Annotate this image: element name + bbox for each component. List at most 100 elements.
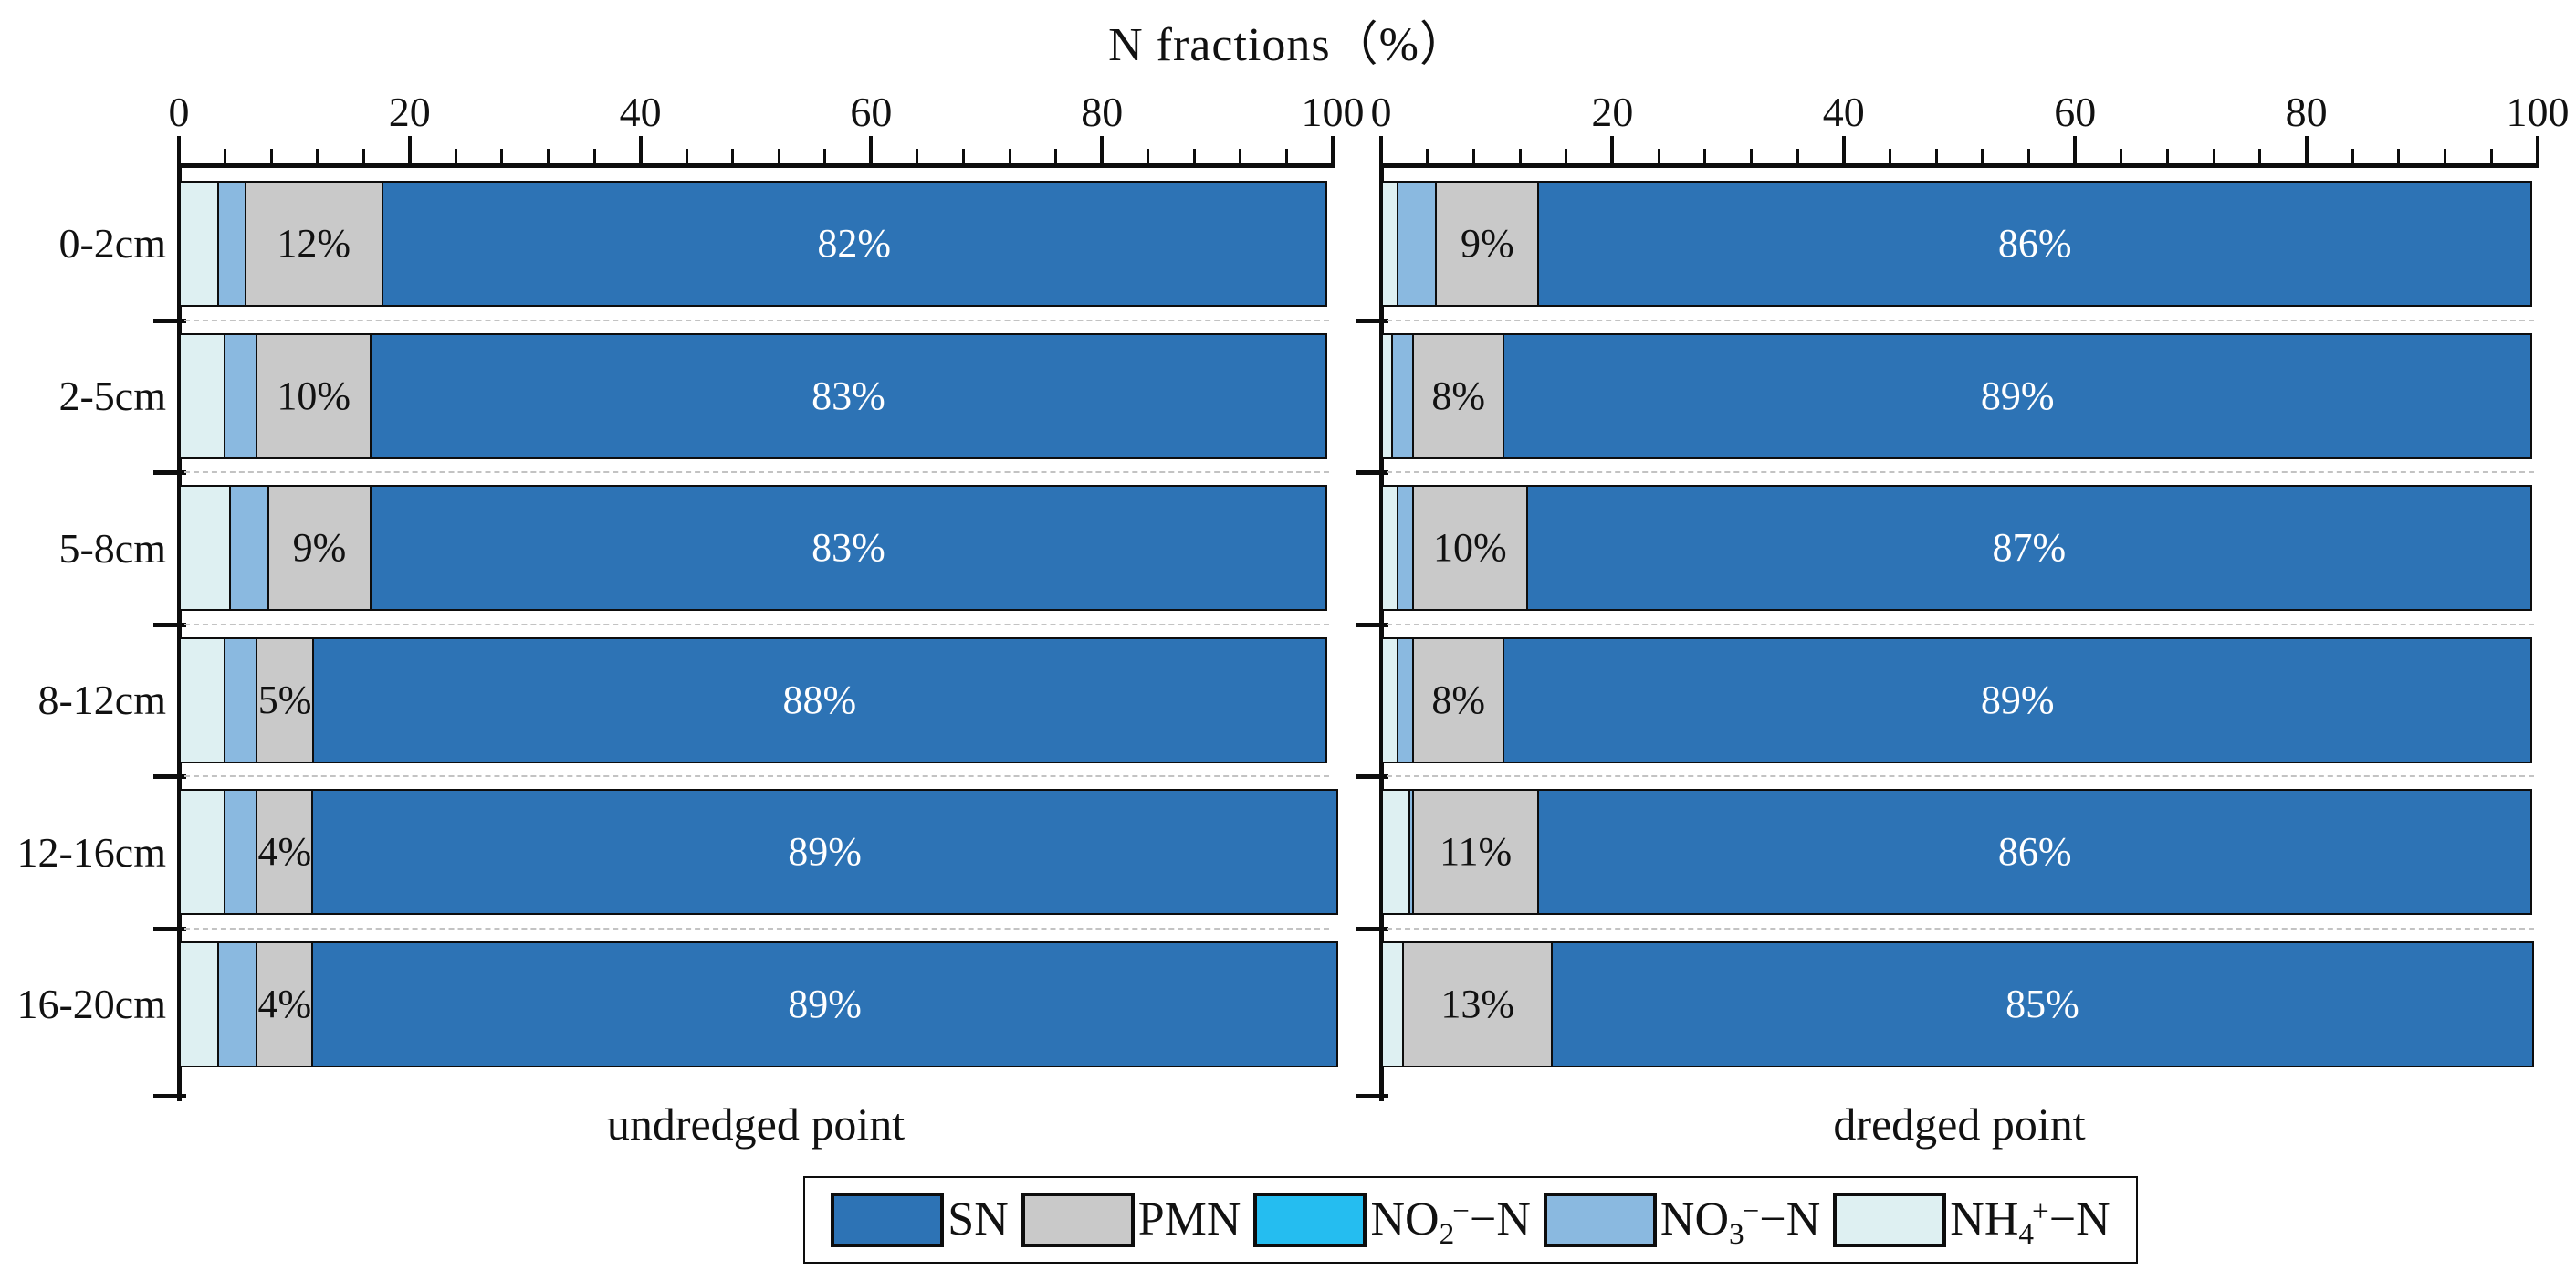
bar-row: 10% 87% (1381, 485, 2538, 612)
legend-swatch-nh4 (1833, 1193, 1947, 1247)
panel-caption: dredged point (1833, 1098, 2086, 1150)
x-axis-minor-tick (1565, 149, 1568, 163)
bar-row: 10% 83% (179, 332, 1333, 459)
legend-swatch-no2 (1253, 1193, 1367, 1247)
pmn-value-label: 9% (292, 525, 347, 571)
y-axis-tick (1356, 318, 1388, 323)
chart-title: N fractions（%） (1108, 19, 1468, 71)
bar-segment-sn: 83% (369, 485, 1327, 612)
x-axis-minor-tick (962, 149, 966, 163)
x-axis-major-tick (2304, 136, 2309, 163)
bar-segment-pmn: 11% (1412, 789, 1540, 916)
sn-value-label: 89% (788, 982, 862, 1026)
x-axis-minor-tick (1934, 149, 1938, 163)
x-axis-major-tick (1100, 136, 1105, 163)
bar-segment-nh4 (179, 941, 220, 1067)
bar-segment-pmn: 13% (1402, 941, 1554, 1067)
row-separator-dashed (184, 775, 1329, 778)
row-separator-dashed (184, 319, 1329, 321)
x-axis-major-tick (2536, 136, 2539, 163)
legend-item: NO2−−N (1253, 1193, 1531, 1251)
sn-value-label: 89% (788, 829, 862, 875)
x-axis-minor-tick (500, 149, 504, 163)
bar-segment-pmn: 10% (256, 332, 372, 459)
y-axis-spine (177, 163, 182, 1101)
x-axis-minor-tick (269, 149, 273, 163)
panel-caption: undredged point (606, 1098, 906, 1150)
bar-row: 11% 86% (1381, 789, 2538, 916)
pmn-value-label: 9% (1461, 221, 1514, 266)
sn-value-label: 89% (1980, 677, 2055, 722)
bar-row: 12% 82% (179, 181, 1333, 307)
x-axis-tick-label: 20 (388, 89, 431, 135)
bar-segment-no3 (217, 181, 246, 307)
bar-segment-sn: 88% (311, 636, 1327, 763)
category-label: 16-20cm (16, 981, 166, 1028)
x-axis-tick-label: 40 (619, 89, 662, 135)
x-axis-minor-tick (2489, 149, 2493, 163)
x-axis-tick-label: 60 (850, 89, 893, 135)
pmn-value-label: 12% (277, 221, 351, 266)
legend-item: NO3−−N (1543, 1193, 1821, 1251)
bar-segment-sn: 89% (311, 941, 1339, 1067)
bar-segment-sn: 82% (381, 181, 1327, 307)
legend-swatch-no3 (1543, 1193, 1657, 1247)
x-axis-minor-tick (1518, 149, 1522, 163)
bar-segment-no3 (223, 636, 258, 763)
x-axis-tick-label: 80 (2285, 89, 2328, 135)
x-axis-minor-tick (361, 149, 365, 163)
y-axis-tick (1356, 470, 1388, 476)
legend: SN PMN NO2−−N NO3−−N NH4+−N (803, 1176, 2138, 1264)
x-axis-major-tick (1331, 136, 1335, 163)
y-axis-spine (1379, 163, 1384, 1101)
y-axis-tick (1356, 927, 1388, 931)
bar-segment-nh4 (179, 636, 225, 763)
bar-segment-sn: 87% (1525, 485, 2532, 612)
x-axis-major-tick (1379, 136, 1383, 163)
x-axis-minor-tick (777, 149, 780, 163)
row-separator-dashed (1387, 623, 2534, 625)
category-label: 2-5cm (58, 372, 166, 419)
pmn-value-label: 8% (1431, 677, 1485, 722)
y-axis-tick (1356, 774, 1388, 780)
y-axis-tick (153, 774, 186, 780)
x-axis-minor-tick (1284, 149, 1288, 163)
legend-label-no3: NO3−−N (1660, 1193, 1821, 1251)
row-separator-dashed (1387, 928, 2534, 930)
y-axis-tick (1356, 1094, 1388, 1098)
legend-label-no2: NO2−−N (1370, 1193, 1531, 1251)
x-axis-minor-tick (224, 149, 227, 163)
bar-segment-sn: 89% (311, 789, 1339, 916)
category-label: 12-16cm (16, 828, 166, 876)
x-axis-major-tick (869, 136, 874, 163)
y-axis-tick (153, 927, 186, 931)
bar-row: 8% 89% (1381, 332, 2538, 459)
x-axis-minor-tick (1147, 149, 1150, 163)
bar-segment-no3 (223, 332, 258, 459)
bar-segment-nh4 (179, 332, 225, 459)
x-axis-tick-label: 100 (2506, 89, 2570, 135)
x-axis-minor-tick (1239, 149, 1242, 163)
x-axis-minor-tick (2120, 149, 2123, 163)
y-axis-tick (153, 318, 186, 323)
pmn-value-label: 5% (257, 677, 312, 722)
pmn-value-label: 11% (1440, 829, 1513, 875)
x-axis-minor-tick (1796, 149, 1799, 163)
category-label: 8-12cm (37, 677, 166, 724)
sn-value-label: 87% (1992, 525, 2067, 571)
bar-segment-pmn: 10% (1412, 485, 1528, 612)
bar-segment-nh4 (179, 485, 231, 612)
y-axis-tick (1356, 622, 1388, 627)
row-separator-dashed (1387, 471, 2534, 474)
x-axis-minor-tick (592, 149, 596, 163)
x-axis-minor-tick (2166, 149, 2170, 163)
sn-value-label: 88% (782, 677, 857, 722)
x-axis-minor-tick (2397, 149, 2401, 163)
bar-segment-nh4 (1381, 941, 1405, 1067)
pmn-value-label: 8% (1431, 373, 1485, 418)
x-axis-minor-tick (1981, 149, 1984, 163)
category-label: 5-8cm (58, 524, 166, 572)
y-axis-tick (153, 1094, 186, 1098)
legend-item: PMN (1021, 1193, 1241, 1247)
sn-value-label: 86% (1997, 829, 2072, 875)
